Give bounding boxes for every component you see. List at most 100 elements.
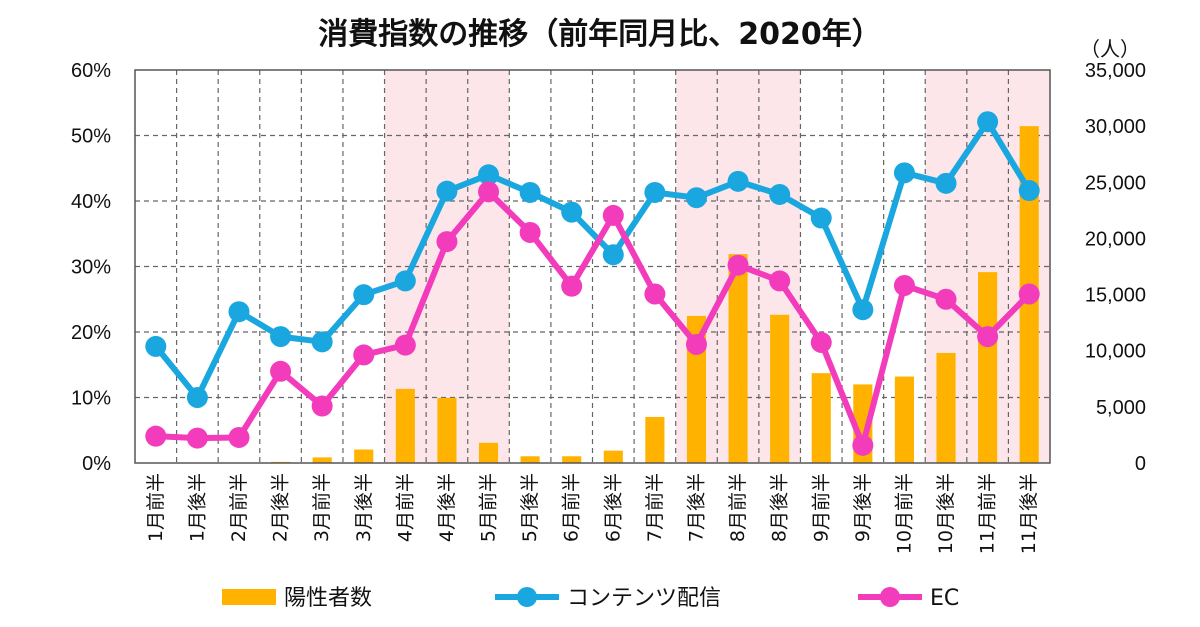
series-point (935, 172, 957, 194)
category-label: 9月前半 (810, 473, 832, 542)
left-tick-label: 40% (71, 191, 111, 213)
bar (728, 254, 748, 463)
left-tick-label: 60% (71, 60, 111, 82)
series-point (353, 284, 375, 306)
left-tick-label: 10% (71, 388, 111, 410)
series-line (155, 188, 1032, 449)
series-point (602, 204, 624, 226)
series-point (436, 180, 458, 202)
right-tick-label: 15,000 (1085, 285, 1146, 307)
category-label: 5月後半 (519, 473, 541, 542)
plot-border (134, 69, 1051, 464)
series-point (228, 301, 250, 323)
legend: 陽性者数 コンテンツ配信 EC (222, 586, 959, 611)
series-point (145, 335, 167, 357)
series-point (727, 254, 749, 276)
legend-swatch-bar (222, 589, 276, 605)
category-label: 9月後半 (852, 473, 874, 542)
left-tick-label: 20% (71, 322, 111, 344)
legend-swatch-marker (880, 587, 900, 607)
category-label: 7月前半 (644, 473, 666, 542)
right-tick-label: 20,000 (1085, 228, 1146, 250)
series-point (1018, 283, 1040, 305)
series-point (977, 111, 999, 133)
bar (478, 442, 499, 463)
left-tick-label: 50% (71, 126, 111, 148)
category-label: 6月後半 (602, 473, 624, 542)
right-tick-label: 10,000 (1085, 341, 1146, 363)
gridlines (135, 70, 1050, 463)
category-label: 1月前半 (145, 473, 167, 542)
series-point (561, 275, 583, 297)
category-label: 2月後半 (270, 473, 292, 542)
series-point (394, 270, 416, 292)
right-axis-unit: （人） (1080, 37, 1140, 61)
category-label: 2月前半 (228, 473, 250, 542)
series-point (1018, 180, 1040, 202)
category-label: 11月前半 (977, 473, 999, 554)
series-point (602, 244, 624, 266)
series-point (977, 326, 999, 348)
series-point (311, 395, 333, 417)
category-label: 1月後半 (186, 473, 208, 542)
left-axis: 0% 10% 20% 30% 40% 50% 60% (71, 60, 111, 475)
category-label: 8月前半 (727, 473, 749, 542)
legend-swatch-marker (517, 587, 537, 607)
series-point (893, 162, 915, 184)
bar (770, 314, 790, 463)
bar (603, 450, 623, 463)
right-tick-label: 25,000 (1085, 172, 1146, 194)
bar (395, 388, 415, 463)
category-label: 3月後半 (353, 473, 375, 542)
series-point (353, 344, 375, 366)
bar (811, 373, 831, 463)
bar (978, 272, 998, 463)
legend-label: 陽性者数 (284, 586, 372, 611)
category-label: 10月前半 (893, 473, 915, 554)
right-axis: 0 5,000 10,000 15,000 20,000 25,000 30,000 35,0… (1085, 60, 1146, 475)
bar (437, 397, 457, 463)
series-point (436, 231, 458, 253)
series-point (145, 425, 167, 447)
series-point (935, 288, 957, 310)
series-point (270, 326, 292, 348)
series-point (186, 387, 208, 408)
series-point (852, 299, 874, 321)
series-point (685, 187, 707, 209)
bar (894, 376, 914, 463)
series-point (727, 170, 749, 192)
series-point (561, 201, 583, 223)
line-series (145, 111, 1040, 456)
series-point (228, 426, 250, 448)
category-label: 11月後半 (1018, 473, 1040, 554)
series-point (478, 164, 500, 186)
right-tick-label: 35,000 (1085, 60, 1146, 82)
category-label: 4月前半 (394, 473, 416, 542)
category-label: 6月前半 (561, 473, 583, 542)
left-tick-label: 30% (71, 257, 111, 279)
x-axis: 1月前半 1月後半 2月前半 2月後半 3月前半 3月後半 4月前半 4月後半 5月前半 5月後半… (145, 473, 1040, 554)
left-tick-label: 0% (82, 453, 111, 475)
series-point (810, 331, 832, 353)
legend-label: コンテンツ配信 (567, 586, 721, 611)
series-point (769, 270, 791, 292)
series-point (769, 183, 791, 205)
bar (645, 416, 665, 463)
series-point (893, 274, 915, 296)
series-line (153, 118, 1032, 401)
category-label: 7月後半 (685, 473, 707, 542)
bar (312, 457, 332, 463)
series-point (519, 221, 541, 243)
right-tick-label: 30,000 (1085, 116, 1146, 138)
category-label: 4月後半 (436, 473, 458, 542)
series-point (519, 181, 541, 203)
series-point (311, 331, 333, 353)
series-point (852, 434, 874, 456)
bar (520, 456, 540, 463)
category-label: 3月前半 (311, 473, 333, 542)
category-label: 10月後半 (935, 473, 957, 554)
bar (936, 352, 956, 463)
right-tick-label: 0 (1135, 453, 1146, 475)
